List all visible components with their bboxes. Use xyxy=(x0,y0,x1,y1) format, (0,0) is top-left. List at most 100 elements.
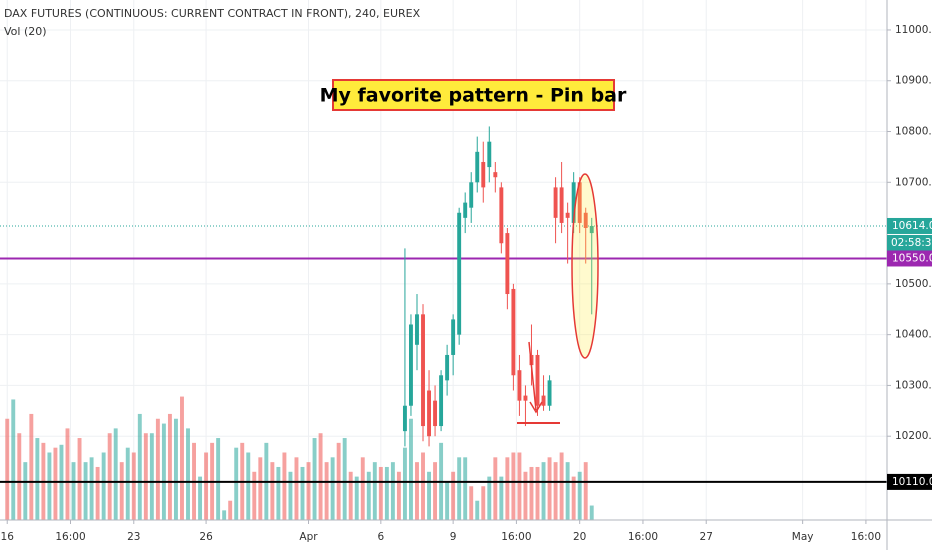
x-tick-label: 16:00 xyxy=(851,531,881,543)
volume-bar xyxy=(149,433,154,520)
volume-bar xyxy=(451,471,456,520)
candle-body xyxy=(589,225,594,234)
volume-bar xyxy=(276,466,281,520)
x-tick-label: 26 xyxy=(199,531,213,543)
volume-bar xyxy=(409,418,413,520)
candle-body xyxy=(463,202,468,218)
countdown-tag xyxy=(887,234,932,251)
volume-bar xyxy=(457,457,462,520)
volume-bar xyxy=(475,500,480,520)
x-tick-label: 6 xyxy=(377,531,384,543)
x-tick-label: 16:00 xyxy=(501,531,531,543)
volume-bar xyxy=(95,466,100,520)
candle-body xyxy=(421,314,425,427)
volume-bar xyxy=(433,462,438,520)
volume-bar xyxy=(559,452,564,520)
volume-bar xyxy=(487,476,492,520)
volume-bar xyxy=(53,447,58,520)
volume-bar xyxy=(571,476,576,520)
y-tick-label: 10400.0 xyxy=(895,329,932,341)
volume-bar xyxy=(65,428,70,520)
volume-bar xyxy=(445,481,450,520)
volume-pane xyxy=(5,396,594,520)
y-tick-label: 10500.0 xyxy=(895,278,932,290)
x-tick-label: 16:00 xyxy=(628,531,658,543)
candle-body xyxy=(541,395,546,406)
volume-bar xyxy=(384,466,389,520)
candle-body xyxy=(469,182,474,208)
price-tag-label: 10614.0 xyxy=(892,220,932,232)
candle-body xyxy=(583,212,588,229)
volume-bar xyxy=(155,418,160,520)
x-tick-label: 23 xyxy=(127,531,140,543)
candle-body xyxy=(415,314,419,345)
volume-bar xyxy=(415,462,419,520)
volume-bar xyxy=(17,433,22,520)
volume-bar xyxy=(258,457,263,520)
volume-bar xyxy=(318,433,323,520)
candle-body xyxy=(559,187,564,223)
volume-bar xyxy=(119,462,124,520)
volume-bar xyxy=(228,500,233,520)
volume-bar xyxy=(372,462,377,520)
y-tick-label: 10200.0 xyxy=(895,430,932,442)
volume-bar xyxy=(481,486,486,520)
candle-body xyxy=(517,370,522,401)
volume-bar xyxy=(342,438,347,520)
volume-bar xyxy=(517,452,522,520)
volume-bar xyxy=(378,466,383,520)
volume-bar xyxy=(186,428,190,520)
y-tick-label: 10800.0 xyxy=(895,126,932,138)
annotation-box xyxy=(332,79,615,111)
volume-bar xyxy=(282,452,287,520)
candle-body xyxy=(487,141,492,168)
volume-bar xyxy=(421,452,425,520)
candle-body xyxy=(499,187,504,244)
volume-bar xyxy=(390,462,395,520)
volume-bar xyxy=(493,457,498,520)
x-tick-label: 20 xyxy=(573,531,586,543)
arrow xyxy=(528,341,543,414)
volume-bar xyxy=(107,433,112,520)
price-tag-label: 10110.0 xyxy=(892,476,932,488)
y-tick-label: 10700.0 xyxy=(895,176,932,188)
volume-bar xyxy=(167,413,172,520)
volume-bar xyxy=(204,452,209,520)
volume-bar xyxy=(324,462,329,520)
volume-bar xyxy=(577,471,582,520)
volume-bar xyxy=(427,471,431,520)
price-tag xyxy=(887,250,932,267)
price-tag-label: 10550.0 xyxy=(892,252,932,264)
volume-bar xyxy=(541,462,546,520)
volume-bar xyxy=(5,418,10,520)
volume-bar xyxy=(216,438,221,520)
candles xyxy=(402,126,594,447)
candle-body xyxy=(505,233,510,295)
y-tick-label: 11000.0 xyxy=(895,24,932,36)
volume-bar xyxy=(360,457,365,520)
volume-bar xyxy=(306,462,311,520)
volume-bar xyxy=(463,457,468,520)
volume-bar xyxy=(143,433,148,520)
candle-body xyxy=(457,212,462,335)
candle-body xyxy=(475,151,480,183)
candle-body xyxy=(523,395,528,401)
price-tag xyxy=(887,217,932,234)
volume-bar xyxy=(396,471,401,520)
candle-body xyxy=(565,212,570,218)
volume-bar xyxy=(529,466,534,520)
volume-bar xyxy=(348,471,353,520)
price-tag xyxy=(887,473,932,490)
volume-bar xyxy=(499,476,504,520)
y-tick-label: 10300.0 xyxy=(895,379,932,391)
volume-bar xyxy=(294,457,299,520)
x-tick-label: 9 xyxy=(450,531,457,543)
volume-bar xyxy=(511,452,516,520)
candle-body xyxy=(493,172,498,178)
volume-bar xyxy=(469,486,474,520)
x-tick-label: 16:00 xyxy=(55,531,85,543)
candle-body xyxy=(439,375,444,427)
x-tick-label: 27 xyxy=(700,531,713,543)
axes: 10200.0 10300.0 10400.0 10500.0 10700.0 10800… xyxy=(1,24,932,543)
